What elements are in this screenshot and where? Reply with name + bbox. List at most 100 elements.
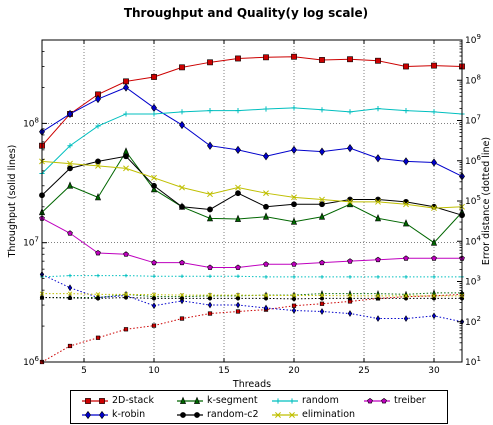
throughput-point-k-segment [122,147,130,155]
error-point-random [404,275,408,279]
throughput-point-random-c2 [67,165,73,172]
error-point-random [236,274,240,279]
right-tick-label: 103 [465,275,481,288]
legend-label: treiber [394,395,426,406]
throughput-point-random [263,106,269,112]
throughput-point-2d-stack [179,64,185,71]
throughput-point-random-c2 [263,203,269,210]
error-point-elimination [431,293,437,299]
x-axis-label: Threads [232,379,271,390]
throughput-point-2d-stack [347,56,353,63]
throughput-point-k-robin [319,147,325,156]
throughput-point-elimination [207,191,213,198]
error-point-k-robin [263,304,269,312]
x-tick-label: 5 [81,366,87,376]
throughput-point-k-segment [402,219,410,227]
error-point-2d-stack [207,311,213,316]
throughput-point-treiber [151,259,157,266]
left-axis-label: Throughput (solid lines) [7,145,18,259]
throughput-point-2d-stack [235,55,241,62]
error-point-k-robin [403,315,409,322]
legend-label: random-c2 [207,409,259,420]
left-tick-label: 107 [23,236,39,249]
throughput-point-k-robin [375,154,381,163]
error-point-random-c2 [403,296,409,301]
error-point-k-robin [319,308,325,315]
throughput-line-2d-stack [41,56,463,147]
throughput-point-elimination [151,174,157,181]
error-point-random-c2 [207,296,213,301]
legend-item-treiber: treiber [363,394,426,407]
x-tick-label: 20 [288,366,300,376]
legend-swatch-2d-stack [82,397,108,404]
error-point-elimination [347,293,353,299]
error-point-k-robin [151,302,157,310]
legend-swatch-marker [180,411,186,418]
throughput-point-random-c2 [179,203,185,210]
error-point-2d-stack [319,301,325,306]
right-tick-label: 107 [465,114,481,127]
legend: 2D-stack k-robin k-segment random-c2 random e… [70,390,448,424]
left-tick-label: 108 [23,116,39,129]
series-k-robin [39,83,465,326]
error-point-random-c2 [431,296,437,301]
legend-label: 2D-stack [112,395,155,406]
throughput-point-random [151,111,157,117]
throughput-point-random [403,108,409,114]
legend-swatch-marker [179,396,187,404]
error-point-elimination [67,291,73,296]
throughput-point-random [207,108,213,114]
throughput-point-random-c2 [95,158,101,165]
error-point-random [96,273,100,278]
error-point-random [432,275,436,279]
throughput-point-treiber [207,264,213,270]
x-tick-label: 10 [148,366,160,376]
throughput-point-k-robin [151,103,157,112]
throughput-point-random [123,111,129,117]
throughput-point-treiber [67,230,73,236]
error-point-2d-stack [291,303,297,308]
error-point-k-robin [431,312,437,320]
error-point-elimination [263,293,269,298]
legend-label: k-robin [112,409,146,420]
throughput-point-k-segment [150,184,158,193]
throughput-point-2d-stack [263,54,269,61]
error-point-k-robin [347,310,353,317]
throughput-point-treiber [347,258,353,264]
throughput-point-treiber [291,261,297,267]
throughput-point-treiber [263,261,269,267]
error-point-k-segment [431,289,437,296]
legend-swatch-marker [275,411,281,418]
x-tick-label: 25 [358,366,369,376]
error-point-random [208,274,212,279]
legend-label: k-segment [207,395,258,406]
x-tick-label: 30 [428,366,440,376]
left-tick-label: 106 [23,355,39,368]
error-line-elimination [42,293,462,297]
throughput-point-2d-stack [375,57,381,64]
legend-item-random: random [271,394,339,407]
legend-swatch-k-segment [177,396,203,404]
series-treiber [39,215,465,270]
throughput-point-k-segment [206,213,214,222]
error-point-elimination [375,293,381,299]
throughput-point-k-segment [262,212,270,220]
error-point-k-robin [207,301,213,309]
legend-swatch-marker [194,411,200,418]
error-point-random-c2 [95,296,101,301]
throughput-point-elimination [123,165,129,172]
error-point-random [348,275,352,279]
right-tick-label: 104 [465,234,481,247]
throughput-point-k-robin [95,94,101,104]
error-point-random [124,273,128,278]
right-tick-label: 108 [465,73,481,86]
throughput-point-random-c2 [207,206,213,213]
throughput-point-random [235,108,241,114]
x-tick-label: 15 [218,366,229,376]
right-axis-ticks: 101 102 103 104 105 106 107 108 109 [457,33,481,368]
throughput-point-treiber [319,259,325,266]
error-point-random [68,273,72,278]
series-random [39,105,465,279]
error-point-elimination [235,292,241,298]
throughput-line-k-segment [41,150,463,244]
